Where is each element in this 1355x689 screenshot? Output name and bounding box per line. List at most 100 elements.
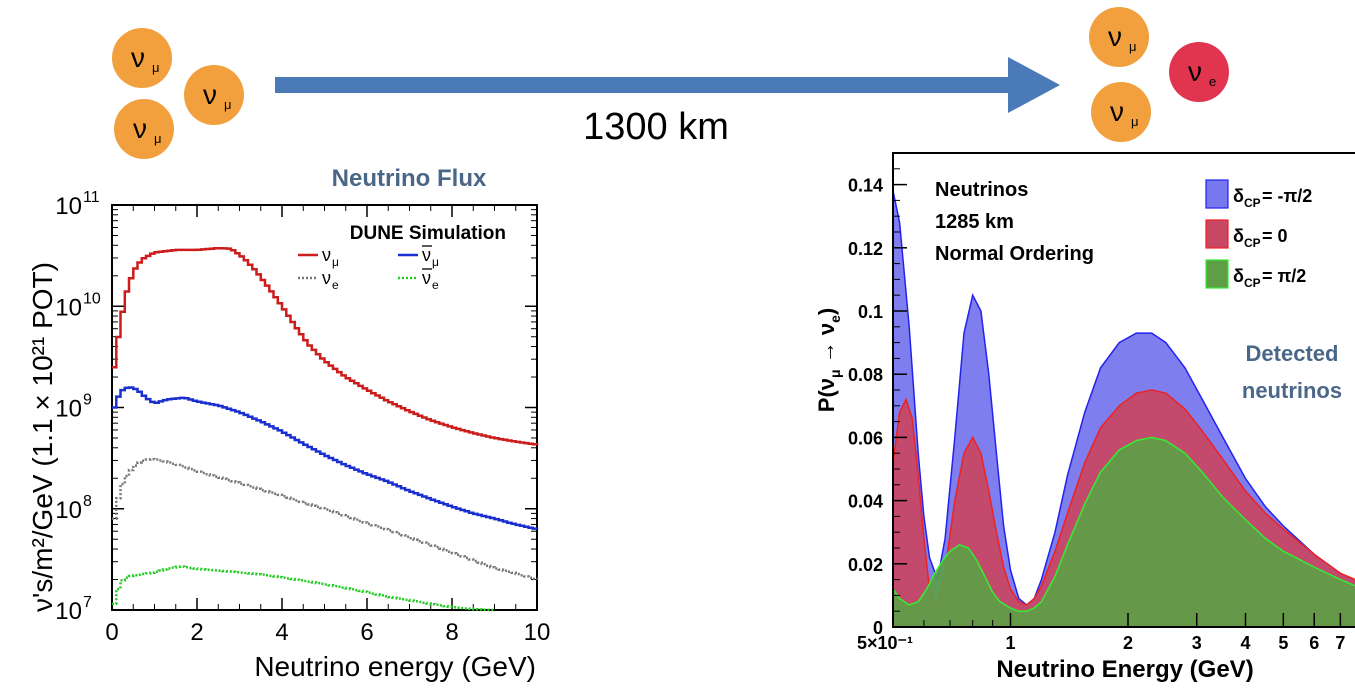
source-numu-ball-1: ν μ (112, 28, 172, 88)
flux-y-tick-label: 10 (55, 294, 82, 321)
osc-legend-swatch-1 (1205, 219, 1229, 249)
flux-series-line-3 (112, 565, 495, 612)
flux-y-tick-exponent: 11 (83, 189, 100, 206)
flux-y-tick-label: 10 (55, 193, 82, 220)
osc-x-tick-label: 7 (1335, 633, 1345, 653)
osc-x-tick-label: 3 (1192, 633, 1202, 653)
flux-x-tick-label: 2 (190, 619, 203, 646)
osc-x-tick-label: 4 (1240, 633, 1250, 653)
osc-legend-sub-2: CP (1244, 276, 1261, 290)
far-numu-symbol: ν (1108, 21, 1122, 52)
flux-legend-label-2: ν (322, 268, 331, 288)
flux-y-tick-exponent: 7 (83, 594, 92, 611)
osc-legend-sub-0: CP (1244, 196, 1261, 210)
flux-plot-frame (111, 204, 538, 611)
source-numu-symbol: ν (133, 113, 147, 144)
beam-arrow (275, 57, 1060, 113)
flux-chart-title: Neutrino Flux (332, 165, 487, 192)
osc-legend-label-0: = -π/2 (1262, 186, 1312, 206)
osc-y-tick-label: 0.14 (848, 176, 883, 196)
neutrino-beam-diagram: 1300 km ν μ ν μ ν μ ν μ ν μ ν (112, 7, 1229, 159)
osc-legend-label-2: = π/2 (1262, 266, 1306, 286)
osc-ylabel-close: ) (814, 308, 839, 315)
flux-x-axis: 0 2 4 6 8 10 (105, 205, 550, 646)
osc-ylabel-p: P( (814, 390, 839, 413)
osc-x-tick-label: 5 (1278, 633, 1288, 653)
osc-legend-label-1: = 0 (1262, 226, 1288, 246)
osc-legend-symbol-0: δ (1233, 186, 1244, 206)
source-numu-ball-3: ν μ (114, 99, 174, 159)
osc-y-axis: 0 0.02 0.04 0.06 0.08 0.1 0.12 0.14 (848, 168, 907, 638)
osc-y-tick-label: 0.02 (848, 555, 883, 575)
osc-line-2 (892, 436, 1355, 612)
flux-x-axis-label: Neutrino energy (GeV) (254, 651, 536, 682)
osc-legend-symbol-2: δ (1233, 266, 1244, 286)
flux-y-tick-exponent: 8 (83, 493, 92, 510)
flux-y-tick-label: 10 (55, 396, 82, 423)
far-numu-subscript: μ (1131, 114, 1139, 129)
flux-series-line-1 (112, 386, 539, 530)
flux-series-line-2 (112, 457, 539, 581)
detected-label-line-1: Detected (1246, 341, 1339, 366)
far-numu-subscript: μ (1129, 39, 1137, 54)
flux-legend-sub-2: e (332, 278, 339, 292)
osc-legend-swatch-2 (1205, 259, 1229, 289)
flux-x-tick-label: 10 (524, 619, 551, 646)
osc-ylabel-e: e (827, 315, 843, 323)
source-numu-symbol: ν (203, 79, 217, 110)
osc-y-tick-label: 0.1 (858, 302, 883, 322)
osc-y-tick-label: 0.08 (848, 365, 883, 385)
osc-ylabel-arrow: → (814, 335, 839, 369)
flux-legend-sub-3: e (432, 278, 439, 292)
source-numu-subscript: μ (224, 97, 232, 112)
osc-y-tick-label: 0 (873, 618, 883, 638)
osc-x-axis: 5×10⁻¹12345678 (857, 613, 1345, 653)
flux-x-tick-label: 0 (105, 619, 118, 646)
osc-ylabel-nu2: ν (814, 323, 839, 335)
osc-annotation-line-2: 1285 km (935, 211, 1014, 233)
flux-legend-title: DUNE Simulation (350, 223, 506, 244)
osc-legend-sub-1: CP (1244, 236, 1261, 250)
osc-legend-swatch-0 (1205, 179, 1229, 209)
osc-area-2 (893, 437, 1355, 627)
far-nue-subscript: e (1209, 74, 1216, 89)
flux-y-axis-label: ν's/m²/GeV (1.1 × 10²¹ POT) (27, 262, 58, 612)
detected-label-line-2: neutrinos (1242, 378, 1342, 403)
far-nue-ball: ν e (1169, 42, 1229, 102)
osc-legend-symbol-1: δ (1233, 226, 1244, 246)
osc-y-tick-label: 0.12 (848, 239, 883, 259)
source-numu-symbol: ν (131, 42, 145, 73)
osc-y-tick-label: 0.06 (848, 428, 883, 448)
flux-legend-label-0: ν (322, 245, 331, 265)
flux-legend-label-3: ν (422, 268, 431, 288)
flux-x-tick-label: 4 (275, 619, 288, 646)
distance-label: 1300 km (583, 106, 729, 148)
osc-annotation: Neutrinos 1285 km Normal Ordering (935, 179, 1094, 265)
osc-y-tick-label: 0.04 (848, 492, 883, 512)
detected-neutrinos-label: Detected neutrinos (1242, 341, 1342, 403)
flux-series-group (112, 246, 539, 612)
svg-text:P(νμ → νe): P(νμ → νe) (814, 308, 843, 412)
osc-annotation-line-1: Neutrinos (935, 179, 1028, 201)
flux-y-tick-exponent: 9 (83, 392, 92, 409)
flux-legend-label-1: ν (422, 245, 431, 265)
osc-x-tick-label: 2 (1123, 633, 1133, 653)
oscillation-chart: 0 0.02 0.04 0.06 0.08 0.1 0.12 0.14 5×10⁻¹ 1 2 3 4 5… (814, 152, 1355, 683)
flux-legend-items: ν μ ν μν e ν e (298, 245, 439, 292)
flux-y-tick-label: 10 (55, 497, 82, 524)
osc-ylabel-nu1: ν (814, 378, 839, 390)
far-numu-ball-2: ν μ (1091, 82, 1151, 142)
osc-x-tick-label: 5×10⁻¹ (857, 633, 913, 653)
osc-x-tick-label: 6 (1309, 633, 1319, 653)
flux-legend: DUNE Simulation ν μ ν μν e ν e (298, 223, 506, 292)
osc-y-axis-label: P(νμ → νe) (814, 308, 843, 412)
flux-legend-sub-0: μ (332, 255, 339, 269)
osc-x-tick-label: 1 (1005, 633, 1015, 653)
flux-y-tick-label: 10 (55, 598, 82, 625)
flux-legend-sub-1: μ (432, 255, 439, 269)
flux-x-tick-label: 6 (360, 619, 373, 646)
source-numu-subscript: μ (152, 60, 160, 75)
